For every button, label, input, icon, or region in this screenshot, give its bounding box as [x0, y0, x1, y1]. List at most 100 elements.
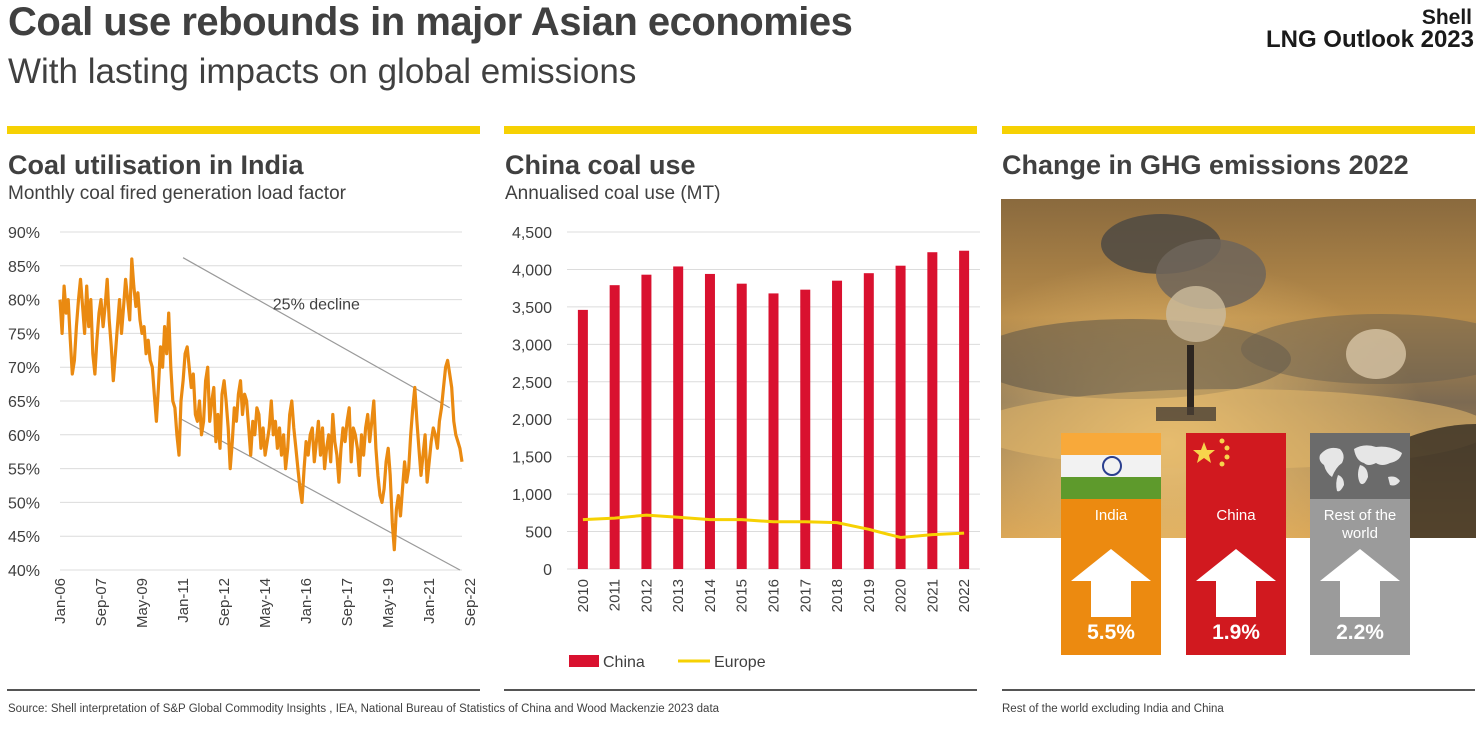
india-y-tick-label: 75% [8, 326, 40, 343]
india-load-factor-line [58, 257, 464, 552]
china-bar [768, 293, 779, 569]
china-x-tick-label: 2013 [670, 579, 687, 612]
china-x-tick-label: 2014 [702, 579, 719, 612]
china-bar-chart: 4,500 4,000 3,500 3,000 2,500 2,000 1,500 1,000… [512, 225, 980, 671]
china-x-tick-label: 2016 [766, 579, 783, 612]
china-bar [609, 285, 620, 569]
china-bar [959, 250, 970, 569]
china-y-tick-label: 4,000 [512, 262, 552, 279]
india-y-tick-label: 85% [8, 259, 40, 276]
footer-divider [7, 689, 480, 691]
china-y-tick-label: 1,000 [512, 487, 552, 504]
india-y-tick-label: 70% [8, 360, 40, 377]
china-bar [577, 309, 588, 569]
trend-lower-line [178, 417, 461, 571]
up-arrow-icon [1071, 549, 1151, 617]
china-x-tick-label: 2022 [956, 579, 973, 612]
india-x-tick-label: Jan-16 [298, 578, 315, 624]
china-x-tick-label: 2015 [734, 579, 751, 612]
brand-publication: LNG Outlook 2023 [1265, 26, 1474, 53]
ghg-card-world: Rest of the world 2.2% [1310, 433, 1410, 655]
india-y-tick-label: 65% [8, 394, 40, 411]
india-x-tick-label: May-14 [257, 578, 274, 628]
china-y-tick-label: 500 [525, 525, 552, 542]
ghg-accent-bar [1002, 126, 1475, 134]
india-x-tick-label: May-09 [134, 578, 151, 628]
legend-china-label: China [603, 654, 645, 671]
trend-upper-line [182, 257, 450, 409]
china-bar [800, 289, 811, 569]
china-bar [832, 280, 843, 569]
world-map-icon [1310, 433, 1410, 499]
ghg-card-label: India [1094, 507, 1128, 524]
india-x-tick-label: Sep-22 [462, 578, 479, 626]
china-x-tick-label: 2010 [575, 579, 592, 612]
brand-name: Shell [1421, 6, 1472, 29]
china-x-tick-label: 2020 [893, 579, 910, 612]
china-flag-icon [1186, 433, 1286, 499]
up-arrow-icon [1196, 549, 1276, 617]
china-accent-bar [504, 126, 977, 134]
china-x-tick-label: 2011 [607, 579, 624, 611]
ghg-card-china: China 1.9% [1186, 433, 1286, 655]
legend-europe-label: Europe [714, 654, 766, 671]
india-chart-title: Coal utilisation in India [8, 150, 304, 180]
china-bar [736, 283, 747, 569]
india-y-tick-label: 60% [8, 428, 40, 445]
china-y-tick-label: 4,500 [512, 225, 552, 242]
europe-coal-line [582, 513, 965, 540]
india-y-tick-label: 80% [8, 293, 40, 310]
india-y-tick-label: 40% [8, 563, 40, 580]
china-y-tick-label: 3,500 [512, 300, 552, 317]
india-accent-bar [7, 126, 480, 134]
china-bar [704, 273, 715, 569]
page-subtitle: With lasting impacts on global emissions [8, 52, 637, 91]
china-y-tick-label: 0 [543, 562, 552, 579]
source-note: Source: Shell interpretation of S&P Glob… [8, 703, 720, 715]
footer-divider [504, 689, 977, 691]
india-x-tick-label: Jan-21 [421, 578, 438, 624]
trend-annotation: 25% decline [273, 297, 360, 314]
footnote: Rest of the world excluding India and Ch… [1002, 703, 1224, 715]
india-y-tick-label: 90% [8, 225, 40, 242]
india-x-tick-label: Sep-17 [339, 578, 356, 626]
china-y-tick-label: 3,000 [512, 337, 552, 354]
china-y-tick-label: 1,500 [512, 450, 552, 467]
ghg-card-label: Rest of the world [1323, 507, 1397, 542]
india-y-tick-label: 50% [8, 495, 40, 512]
india-x-tick-label: Jan-06 [52, 578, 69, 624]
china-chart-subtitle: Annualised coal use (MT) [505, 183, 721, 204]
india-x-tick-label: Jan-11 [175, 578, 192, 623]
china-bar [927, 252, 938, 569]
footer-divider [1002, 689, 1475, 691]
china-x-tick-label: 2018 [829, 579, 846, 612]
up-arrow-icon [1320, 549, 1400, 617]
china-bar [673, 266, 684, 569]
china-x-tick-label: 2017 [797, 579, 814, 612]
ghg-title: Change in GHG emissions 2022 [1002, 150, 1409, 180]
ghg-card-value: 5.5% [1087, 621, 1135, 644]
legend-china-swatch [569, 655, 599, 667]
china-y-tick-label: 2,500 [512, 375, 552, 392]
india-x-tick-label: Sep-12 [216, 578, 233, 626]
china-y-tick-label: 2,000 [512, 412, 552, 429]
india-chart-subtitle: Monthly coal fired generation load facto… [8, 183, 346, 204]
india-line-chart: 90% 85% 80% 75% 70% 65% 60% 55% 50% 45% 40% 25% dec… [8, 225, 479, 628]
china-chart-title: China coal use [505, 150, 696, 180]
ghg-card-value: 1.9% [1212, 621, 1260, 644]
china-bar [895, 265, 906, 569]
ghg-card-value: 2.2% [1336, 621, 1384, 644]
page-title: Coal use rebounds in major Asian economi… [8, 0, 853, 44]
india-flag-icon [1061, 433, 1161, 499]
china-x-tick-label: 2019 [861, 579, 878, 612]
china-x-tick-label: 2021 [924, 579, 941, 612]
india-x-tick-label: May-19 [380, 578, 397, 628]
india-x-tick-label: Sep-07 [93, 578, 110, 626]
india-y-tick-label: 45% [8, 529, 40, 546]
ghg-card-label: China [1216, 507, 1256, 524]
china-x-tick-label: 2012 [638, 579, 655, 612]
china-bar [863, 273, 874, 569]
india-y-tick-label: 55% [8, 462, 40, 479]
china-bar [641, 274, 652, 569]
ghg-card-india: India 5.5% [1061, 433, 1161, 655]
